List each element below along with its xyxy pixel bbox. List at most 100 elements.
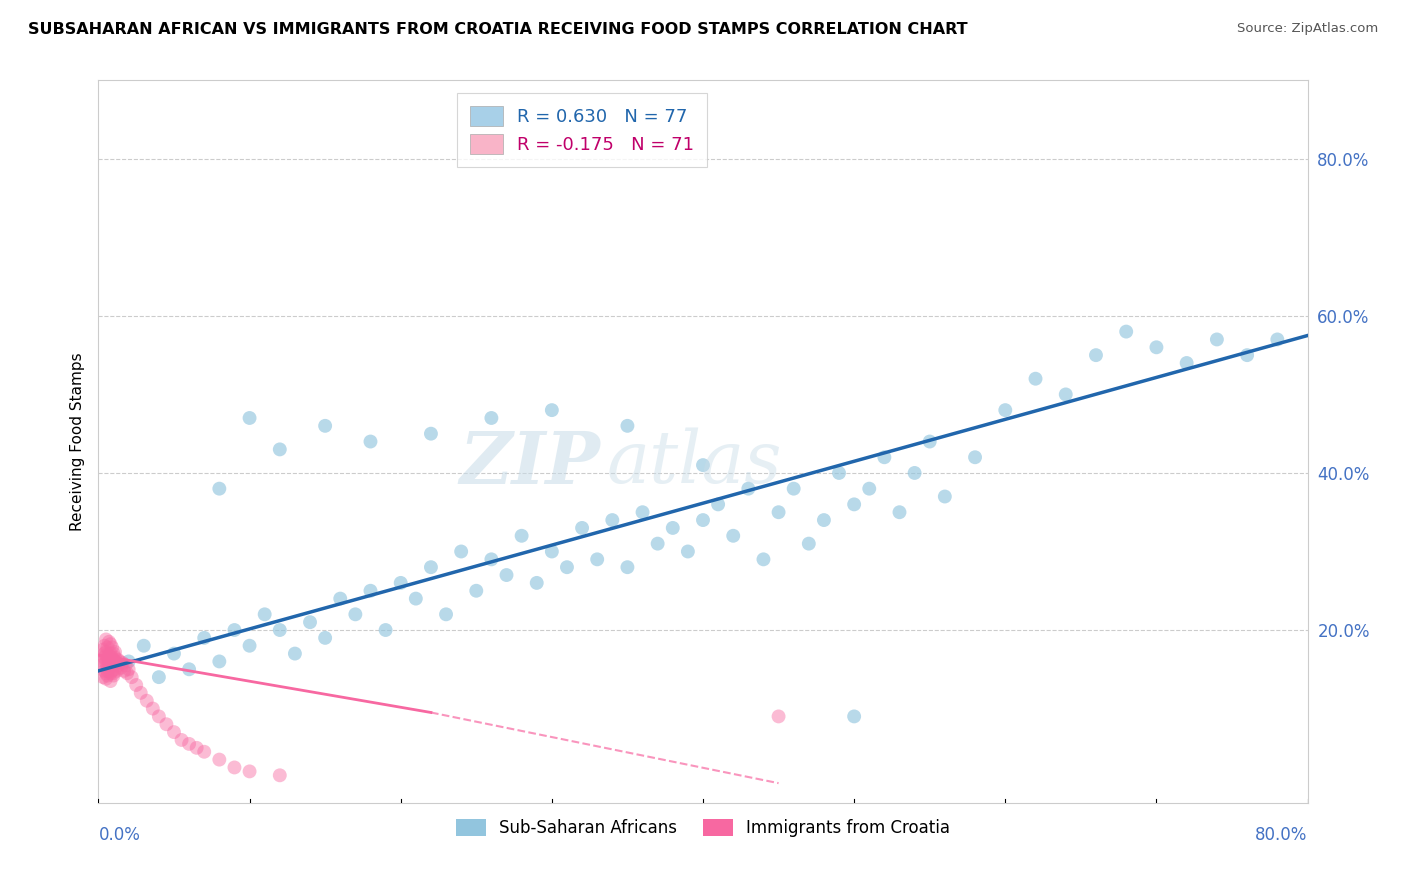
Point: [723, 529, 745, 543]
Point: [904, 466, 927, 480]
Point: [918, 434, 941, 449]
Point: [96, 658, 118, 673]
Point: [107, 658, 129, 673]
Point: [1085, 348, 1108, 362]
Point: [1024, 372, 1046, 386]
Point: [828, 466, 851, 480]
Point: [1054, 387, 1077, 401]
Point: [163, 647, 186, 661]
Point: [94, 656, 117, 670]
Point: [450, 544, 472, 558]
Point: [707, 497, 730, 511]
Point: [889, 505, 911, 519]
Point: [101, 640, 124, 655]
Point: [96, 668, 118, 682]
Point: [91, 670, 114, 684]
Point: [103, 647, 125, 661]
Point: [101, 664, 124, 678]
Point: [965, 450, 987, 465]
Point: [179, 737, 201, 751]
Point: [540, 544, 562, 558]
Point: [405, 591, 427, 606]
Point: [104, 650, 127, 665]
Point: [540, 403, 562, 417]
Point: [94, 672, 117, 686]
Point: [1144, 340, 1167, 354]
Point: [112, 664, 135, 678]
Point: [90, 658, 112, 673]
Point: [314, 631, 336, 645]
Point: [193, 745, 215, 759]
Point: [299, 615, 322, 630]
Point: [103, 658, 125, 673]
Point: [571, 521, 593, 535]
Point: [98, 635, 121, 649]
Point: [1206, 333, 1229, 347]
Point: [93, 647, 115, 661]
Point: [873, 450, 896, 465]
Point: [269, 442, 291, 457]
Point: [269, 768, 291, 782]
Point: [1236, 348, 1258, 362]
Point: [100, 637, 122, 651]
Point: [110, 661, 132, 675]
Point: [148, 709, 170, 723]
Point: [93, 664, 115, 678]
Point: [186, 740, 208, 755]
Point: [676, 544, 699, 558]
Point: [692, 458, 714, 472]
Point: [481, 552, 503, 566]
Point: [1175, 356, 1198, 370]
Point: [616, 560, 638, 574]
Point: [129, 686, 152, 700]
Point: [121, 670, 143, 684]
Point: [108, 655, 131, 669]
Point: [239, 764, 262, 779]
Point: [105, 664, 128, 678]
Point: [91, 655, 114, 669]
Point: [103, 653, 125, 667]
Text: ZIP: ZIP: [460, 428, 600, 499]
Point: [329, 591, 352, 606]
Point: [344, 607, 367, 622]
Point: [96, 650, 118, 665]
Point: [858, 482, 880, 496]
Point: [193, 631, 215, 645]
Point: [994, 403, 1017, 417]
Point: [163, 725, 186, 739]
Point: [208, 753, 231, 767]
Point: [752, 552, 775, 566]
Text: Source: ZipAtlas.com: Source: ZipAtlas.com: [1237, 22, 1378, 36]
Point: [100, 674, 122, 689]
Point: [813, 513, 835, 527]
Point: [647, 536, 669, 550]
Point: [239, 639, 262, 653]
Point: [510, 529, 533, 543]
Text: 0.0%: 0.0%: [98, 826, 141, 845]
Point: [768, 709, 790, 723]
Point: [94, 666, 117, 681]
Point: [224, 623, 246, 637]
Point: [1267, 333, 1289, 347]
Text: 80.0%: 80.0%: [1256, 826, 1308, 845]
Point: [934, 490, 956, 504]
Point: [101, 656, 124, 670]
Point: [465, 583, 488, 598]
Point: [314, 418, 336, 433]
Point: [661, 521, 683, 535]
Point: [481, 411, 503, 425]
Point: [91, 642, 114, 657]
Point: [98, 648, 121, 662]
Point: [98, 662, 121, 676]
Point: [797, 536, 820, 550]
Point: [170, 733, 193, 747]
Point: [208, 482, 231, 496]
Point: [737, 482, 759, 496]
Point: [631, 505, 654, 519]
Point: [768, 505, 790, 519]
Point: [239, 411, 262, 425]
Point: [100, 666, 122, 681]
Point: [269, 623, 291, 637]
Point: [111, 656, 134, 670]
Point: [104, 662, 127, 676]
